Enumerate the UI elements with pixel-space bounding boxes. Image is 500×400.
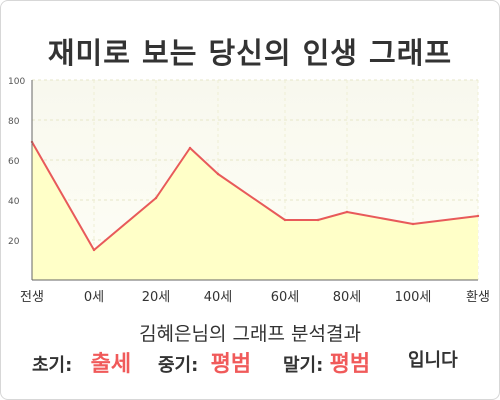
x-tick-label: 0세 — [84, 290, 104, 305]
x-tick-label: 80세 — [333, 290, 362, 305]
x-tick-label: 100세 — [395, 290, 432, 305]
middle-label: 중기: — [158, 355, 199, 376]
y-tick-label: 80 — [8, 117, 20, 127]
data-point — [345, 210, 349, 214]
early-stage: 초기: 출세 — [32, 346, 131, 378]
x-tick-label: 전생 — [20, 290, 44, 305]
late-value: 평범 — [329, 352, 371, 377]
x-tick-label: 환생 — [466, 290, 490, 305]
middle-value: 평범 — [210, 352, 252, 377]
data-point — [316, 218, 320, 222]
x-tick-label: 20세 — [142, 290, 171, 305]
y-tick-label: 100 — [8, 77, 25, 87]
data-point — [154, 196, 158, 200]
page-title: 재미로 보는 당신의 인생 그래프 — [47, 36, 453, 70]
y-tick-label: 20 — [8, 237, 20, 247]
data-point — [188, 146, 192, 150]
series-line — [31, 141, 479, 251]
x-tick-label: 60세 — [271, 290, 300, 305]
middle-stage: 중기: 평범 — [158, 346, 251, 378]
series-area — [32, 142, 478, 280]
y-tick-label: 40 — [8, 197, 20, 207]
early-label: 초기: — [32, 355, 73, 376]
data-point — [476, 214, 480, 218]
data-point — [283, 218, 287, 222]
early-value: 출세 — [90, 352, 132, 377]
x-tick-label: 40세 — [204, 290, 233, 305]
late-stage: 말기: 평범 — [283, 346, 370, 378]
late-label: 말기: — [283, 355, 324, 376]
data-point — [92, 248, 96, 252]
y-tick-label: 60 — [8, 157, 20, 167]
result-suffix: 입니다 — [408, 350, 458, 371]
data-point — [411, 222, 415, 226]
analysis-heading: 김혜은님의 그래프 분석결과 — [139, 323, 361, 345]
life-graph-chart: 100 80 60 40 20 전생 0세 20세 40세 60세 80세 100세 환생 — [8, 77, 490, 305]
data-point — [216, 172, 220, 176]
